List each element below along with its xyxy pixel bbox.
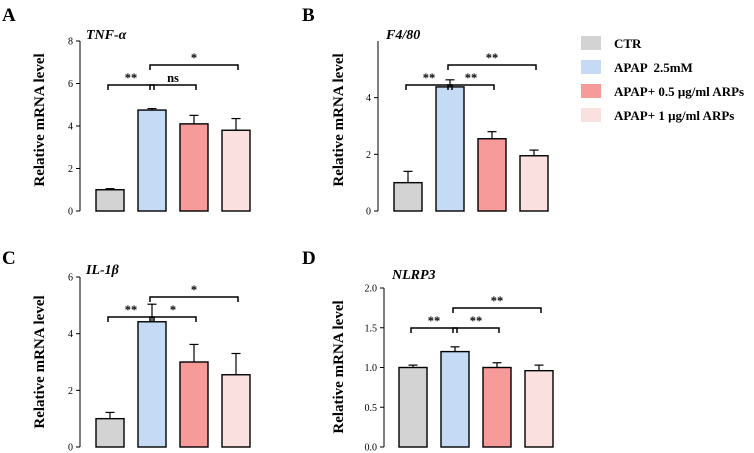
y-tick-label: 2 (68, 386, 73, 397)
significance-a: ** ns * (107, 51, 239, 90)
y-tick-label: 0.0 (365, 443, 378, 453)
legend-swatch-arps-low (581, 84, 601, 98)
panel-d: D NLRP3 Relative mRNA level 0.0 0.5 1.0 1.5… (302, 248, 554, 453)
y-axis-label-a: Relative mRNA level (32, 53, 48, 186)
bar (137, 321, 167, 448)
significance-bracket (452, 307, 542, 313)
y-tick-label: 0 (366, 207, 371, 218)
panel-label-a: A (2, 5, 16, 26)
bar (440, 350, 470, 448)
significance-label: ns (167, 71, 179, 85)
bar (221, 374, 251, 448)
y-axis-d: 0.0 0.5 1.0 1.5 2.0 (365, 284, 385, 453)
significance-b: ** ** ** (405, 51, 537, 90)
y-tick-label: 6 (68, 273, 73, 284)
legend: CTR APAP 2.5mM APAP+ 0.5 μg/ml ARPs APAP… (581, 36, 744, 123)
significance-bracket (107, 84, 155, 90)
y-axis-b: 0 2 4 (366, 41, 379, 218)
significance-label: ** (125, 303, 138, 317)
significance-bracket (452, 327, 500, 333)
significance-bracket (149, 64, 239, 70)
significance-label: ** (486, 51, 499, 65)
bar (435, 86, 465, 212)
y-tick-label: 4 (68, 122, 73, 133)
y-tick-label: 6 (68, 79, 73, 90)
y-tick-label: 1.5 (365, 323, 378, 334)
legend-label-arps-low: APAP+ 0.5 μg/ml ARPs (614, 84, 744, 99)
panel-label-c: C (2, 248, 16, 269)
bar (524, 369, 554, 448)
legend-label-arps-high: APAP+ 1 μg/ml ARPs (614, 108, 734, 123)
bar (477, 138, 507, 212)
significance-label: ** (423, 71, 436, 85)
bar (179, 123, 209, 212)
bar (137, 109, 167, 212)
significance-d: ** ** ** (410, 294, 542, 333)
y-axis-label-d: Relative mRNA level (331, 300, 347, 433)
bar (95, 189, 125, 212)
bar (221, 129, 251, 212)
panel-label-b: B (302, 5, 315, 26)
y-tick-label: 1.0 (365, 363, 378, 374)
panel-a: A TNF-α Relative mRNA level 0 2 4 6 8 ** ns * (2, 5, 251, 218)
significance-label: ** (125, 71, 138, 85)
y-tick-label: 4 (68, 329, 73, 340)
legend-label-apap: APAP 2.5mM (614, 60, 693, 75)
y-axis-c: 0 2 4 6 (68, 273, 81, 453)
significance-bracket (410, 327, 458, 333)
panel-label-d: D (302, 248, 316, 269)
significance-bracket (149, 316, 197, 322)
significance-bracket (405, 84, 453, 90)
legend-swatch-apap (581, 60, 601, 74)
y-tick-label: 2.0 (365, 284, 378, 295)
legend-label-ctr: CTR (614, 36, 642, 51)
y-tick-label: 2 (68, 164, 73, 175)
bars-d (398, 346, 554, 448)
y-axis-label-c: Relative mRNA level (32, 295, 48, 428)
significance-bracket (447, 84, 495, 90)
y-tick-label: 4 (366, 93, 371, 104)
bars-a (95, 107, 251, 212)
y-axis-a: 0 2 4 6 8 (68, 37, 81, 218)
significance-label: * (191, 283, 197, 297)
bar (519, 155, 549, 212)
significance-label: ** (428, 314, 441, 328)
significance-label: ** (491, 294, 504, 308)
bars-b (393, 79, 549, 212)
significance-c: ** ** (107, 283, 239, 322)
bar (398, 366, 428, 448)
bars-c (95, 303, 251, 448)
significance-bracket (447, 64, 537, 70)
chart-title-c: IL-1β (85, 263, 120, 278)
significance-label: * (191, 51, 197, 65)
y-axis-label-b: Relative mRNA level (331, 53, 347, 186)
bar (179, 361, 209, 448)
significance-bracket (107, 316, 155, 322)
significance-label: * (170, 303, 176, 317)
chart-title-b: F4/80 (385, 28, 420, 43)
bar (393, 181, 423, 212)
significance-label: ** (470, 314, 483, 328)
panel-b: B F4/80 Relative mRNA level 0 2 4 ** ** ** (302, 5, 549, 218)
chart-title-d: NLRP3 (391, 268, 436, 283)
significance-label: ** (465, 71, 478, 85)
legend-swatch-arps-high (581, 108, 601, 122)
y-tick-label: 0 (68, 207, 73, 218)
bar (482, 366, 512, 448)
chart-title-a: TNF-α (86, 28, 127, 43)
significance-bracket (149, 296, 239, 302)
y-tick-label: 0 (68, 443, 73, 453)
y-tick-label: 0.5 (365, 403, 378, 414)
legend-swatch-ctr (581, 36, 601, 50)
bar (95, 417, 125, 448)
significance-bracket (149, 84, 197, 90)
y-tick-label: 2 (366, 150, 371, 161)
y-tick-label: 8 (68, 37, 73, 48)
